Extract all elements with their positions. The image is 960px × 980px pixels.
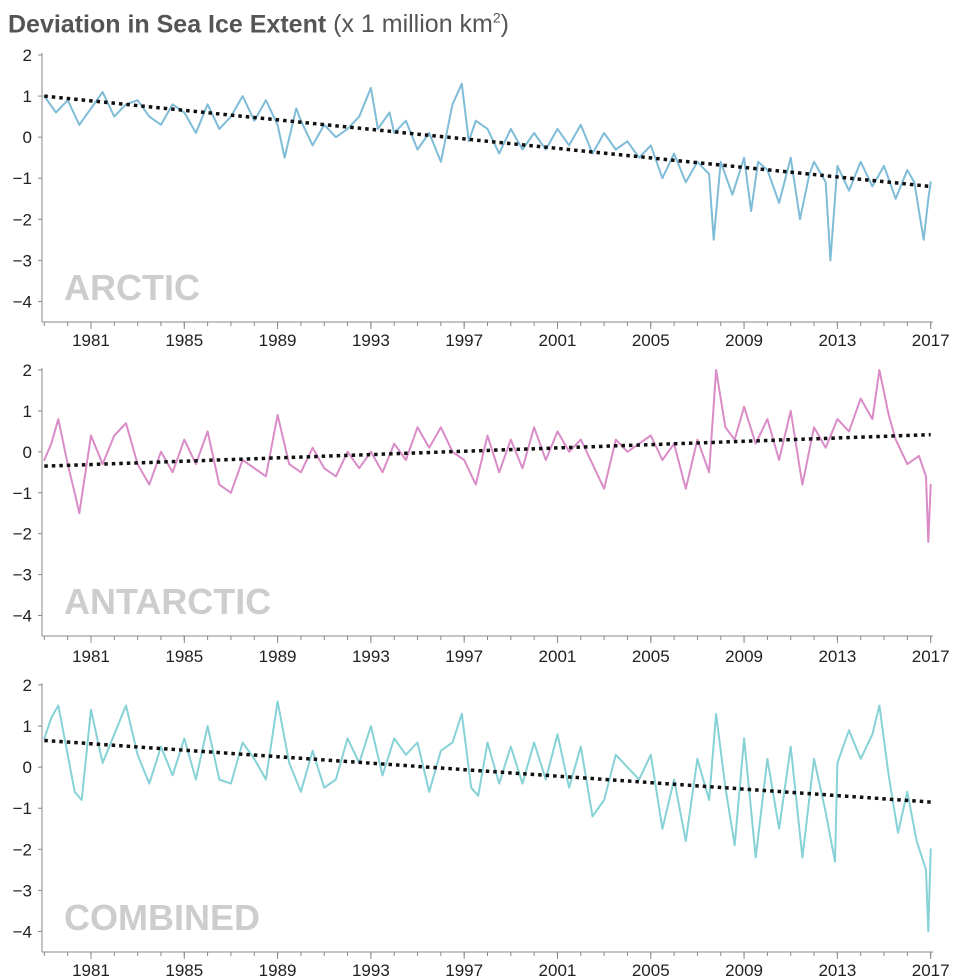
antarctic-x-tick-label: 2009	[725, 647, 763, 666]
antarctic-x-tick-label: 2017	[912, 647, 950, 666]
chart-title-unit-prefix: (x 1 million km	[333, 10, 493, 39]
arctic-x-tick-label: 1993	[352, 331, 390, 350]
antarctic-x-tick-label: 2001	[539, 647, 577, 666]
combined-x-tick-label: 2013	[818, 961, 856, 980]
chart-title-unit: (x 1 million km2)	[333, 10, 509, 38]
arctic-x-tick-label: 1981	[72, 331, 110, 350]
combined-x-tick-label: 1981	[72, 961, 110, 980]
arctic-y-tick-label: −4	[13, 292, 32, 311]
combined-x-tick-label: 1993	[352, 961, 390, 980]
antarctic-panel: 2 1 0 −1 −2 −3 −4 1981 1985 1989 1993 1997 2001 2005 2…	[13, 361, 950, 666]
arctic-x-tick-label: 1997	[445, 331, 483, 350]
combined-series-line	[43, 700, 932, 933]
arctic-y-tick-label: −1	[13, 169, 32, 188]
arctic-y-tick-label: 1	[23, 87, 32, 106]
combined-x-tick-label: 2017	[912, 961, 950, 980]
antarctic-trend-line	[44, 432, 931, 468]
arctic-x-tick-label: 1989	[259, 331, 297, 350]
combined-y-tick-label: 0	[23, 758, 32, 777]
arctic-y-tick-label: −2	[13, 210, 32, 229]
arctic-series-line	[43, 82, 932, 262]
combined-y-tick-label: 2	[23, 676, 32, 695]
arctic-trend-line	[44, 94, 931, 189]
antarctic-x-tick-label: 1993	[352, 647, 390, 666]
combined-trend-line	[44, 738, 931, 804]
arctic-y-tick-label: 2	[23, 46, 32, 65]
combined-x-tick-label: 2009	[725, 961, 763, 980]
antarctic-y-tick-label: 1	[23, 402, 32, 421]
combined-x-tick-label: 1989	[259, 961, 297, 980]
combined-panel: 2 1 0 −1 −2 −3 −4 1981 1985 1989 1993 1997 2001 2005 2…	[13, 676, 950, 980]
antarctic-panel-label: ANTARCTIC	[64, 581, 271, 622]
combined-x-tick-label: 2001	[539, 961, 577, 980]
antarctic-y-tick-label: 0	[23, 443, 32, 462]
arctic-panel-label: ARCTIC	[64, 267, 200, 308]
combined-y-tick-label: −3	[13, 881, 32, 900]
antarctic-y-tick-label: −3	[13, 566, 32, 585]
antarctic-x-tick-label: 1989	[259, 647, 297, 666]
arctic-x-tick-label: 2017	[912, 331, 950, 350]
chart-title: Deviation in Sea Ice Extent (x 1 million…	[8, 10, 509, 39]
chart-title-unit-suffix: )	[500, 10, 509, 39]
arctic-x-tick-label: 1985	[165, 331, 203, 350]
combined-y-tick-label: −1	[13, 799, 32, 818]
chart-title-main: Deviation in Sea Ice Extent	[8, 10, 327, 39]
arctic-y-tick-label: 0	[23, 128, 32, 147]
antarctic-y-tick-label: −2	[13, 525, 32, 544]
antarctic-y-tick-label: −4	[13, 607, 32, 626]
chart-title-unit-sup: 2	[492, 10, 501, 26]
antarctic-y-tick-label: 2	[23, 361, 32, 380]
arctic-x-tick-label: 2001	[539, 331, 577, 350]
combined-y-tick-label: −2	[13, 840, 32, 859]
antarctic-x-tick-label: 2005	[632, 647, 670, 666]
antarctic-y-tick-label: −1	[13, 484, 32, 503]
antarctic-x-tick-label: 1997	[445, 647, 483, 666]
combined-x-tick-label: 1997	[445, 961, 483, 980]
arctic-y-tick-label: −3	[13, 251, 32, 270]
arctic-panel: 2 1 0 −1 −2 −3 −4 1981 1985 1989 1993 1997 2001 2005 2…	[13, 46, 950, 350]
arctic-x-tick-label: 2005	[632, 331, 670, 350]
combined-panel-label: COMBINED	[64, 897, 260, 938]
combined-x-tick-label: 2005	[632, 961, 670, 980]
arctic-x-tick-label: 2013	[818, 331, 856, 350]
antarctic-x-tick-label: 2013	[818, 647, 856, 666]
antarctic-x-tick-label: 1985	[165, 647, 203, 666]
combined-y-tick-label: −4	[13, 922, 32, 941]
antarctic-series-line	[43, 369, 932, 543]
combined-y-tick-label: 1	[23, 717, 32, 736]
combined-x-tick-label: 1985	[165, 961, 203, 980]
antarctic-x-tick-label: 1981	[72, 647, 110, 666]
arctic-x-tick-label: 2009	[725, 331, 763, 350]
